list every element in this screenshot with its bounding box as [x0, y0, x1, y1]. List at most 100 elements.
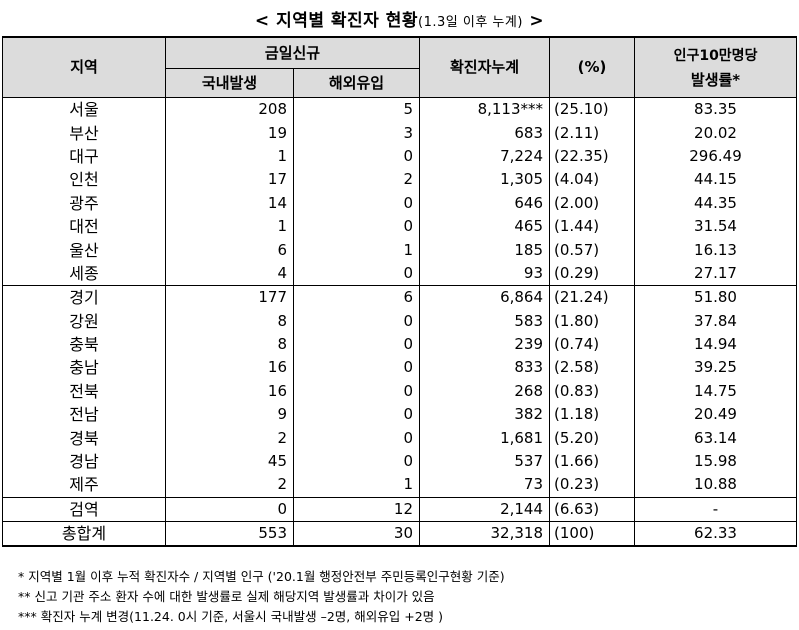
header-region: 지역 [2, 36, 166, 98]
table-row: 전남 9 0 382 (1.18) 20.49 [2, 403, 798, 427]
table-row: 경기 177 6 6,864 (21.24) 51.80 [2, 285, 798, 310]
percent-cell: (0.74) [549, 332, 636, 357]
cumulative-cell: 583 [419, 309, 551, 333]
percent-cell: (2.00) [549, 191, 636, 215]
page-title: < 지역별 확진자 현황(1.3일 이후 누계) > [0, 6, 799, 31]
cumulative-cell: 1,681 [419, 426, 551, 450]
table-row: 광주 14 0 646 (2.00) 44.35 [2, 191, 798, 215]
rate-cell: 15.98 [634, 449, 798, 474]
cumulative-cell: 268 [419, 379, 551, 404]
table-row: 부산 19 3 683 (2.11) 20.02 [2, 121, 798, 145]
table-row: 충북 8 0 239 (0.74) 14.94 [2, 332, 798, 357]
cumulative-cell: 683 [419, 121, 551, 145]
domestic-cell: 14 [165, 191, 294, 215]
footnote-1: * 지역별 1월 이후 누적 확진자수 / 지역별 인구 ('20.1월 행정안… [18, 569, 505, 584]
overseas-cell: 0 [292, 144, 421, 169]
rate-cell: 63.14 [634, 426, 798, 450]
overseas-cell: 2 [292, 168, 421, 192]
percent-cell: (1.66) [549, 449, 636, 474]
region-cell: 울산 [2, 238, 166, 262]
table-row: 경북 2 0 1,681 (5.20) 63.14 [2, 426, 798, 450]
header-rate: 인구10만명당 발생률* [634, 36, 798, 98]
domestic-cell: 6 [165, 238, 294, 262]
percent-cell: (5.20) [549, 426, 636, 450]
domestic-cell: 0 [165, 496, 294, 522]
title-sub: (1.3일 이후 누계) [418, 15, 523, 30]
region-cell: 전남 [2, 403, 166, 427]
rate-cell: 31.54 [634, 214, 798, 239]
region-cell: 서울 [2, 97, 166, 122]
overseas-cell: 0 [292, 379, 421, 404]
cumulative-cell: 8,113*** [419, 97, 551, 122]
table-row: 세종 4 0 93 (0.29) 27.17 [2, 261, 798, 286]
rate-cell: 83.35 [634, 97, 798, 122]
header-domestic: 국내발생 [165, 68, 294, 98]
table-row: 총합계 553 30 32,318 (100) 62.33 [2, 521, 798, 548]
overseas-cell: 0 [292, 449, 421, 474]
rate-cell: 14.75 [634, 379, 798, 404]
percent-cell: (100) [549, 521, 636, 548]
table-row: 대전 1 0 465 (1.44) 31.54 [2, 214, 798, 239]
overseas-cell: 0 [292, 214, 421, 239]
overseas-cell: 0 [292, 261, 421, 286]
overseas-cell: 1 [292, 473, 421, 498]
table-row: 제주 2 1 73 (0.23) 10.88 [2, 473, 798, 498]
region-cell: 인천 [2, 168, 166, 192]
region-cell: 전북 [2, 379, 166, 404]
percent-cell: (1.80) [549, 309, 636, 333]
region-cell: 충북 [2, 332, 166, 357]
cumulative-cell: 833 [419, 356, 551, 380]
rate-cell: 39.25 [634, 356, 798, 380]
footnotes: * 지역별 1월 이후 누적 확진자수 / 지역별 인구 ('20.1월 행정안… [18, 567, 505, 627]
domestic-cell: 19 [165, 121, 294, 145]
cumulative-cell: 2,144 [419, 496, 551, 522]
region-cell: 충남 [2, 356, 166, 380]
domestic-cell: 1 [165, 214, 294, 239]
overseas-cell: 12 [292, 496, 421, 522]
table-row: 경남 45 0 537 (1.66) 15.98 [2, 449, 798, 474]
table-body: 서울 208 5 8,113*** (25.10) 83.35 부산 19 3 683 (2.11)… [2, 97, 798, 548]
title-main: < 지역별 확진자 현황 [254, 11, 419, 31]
overseas-cell: 6 [292, 285, 421, 310]
cumulative-cell: 382 [419, 403, 551, 427]
domestic-cell: 208 [165, 97, 294, 122]
percent-cell: (2.11) [549, 121, 636, 145]
domestic-cell: 9 [165, 403, 294, 427]
percent-cell: (6.63) [549, 496, 636, 522]
rate-cell: 16.13 [634, 238, 798, 262]
rate-cell: 20.02 [634, 121, 798, 145]
rate-cell: 20.49 [634, 403, 798, 427]
domestic-cell: 16 [165, 379, 294, 404]
percent-cell: (0.29) [549, 261, 636, 286]
domestic-cell: 2 [165, 426, 294, 450]
title-end: > [522, 11, 545, 31]
rate-cell: 62.33 [634, 521, 798, 548]
rate-cell: 37.84 [634, 309, 798, 333]
percent-cell: (21.24) [549, 285, 636, 310]
rate-cell: - [634, 496, 798, 522]
percent-cell: (1.44) [549, 214, 636, 239]
rate-cell: 44.15 [634, 168, 798, 192]
region-cell: 강원 [2, 309, 166, 333]
table-row: 충남 16 0 833 (2.58) 39.25 [2, 356, 798, 380]
overseas-cell: 30 [292, 521, 421, 548]
region-cell: 총합계 [2, 521, 166, 548]
cumulative-cell: 93 [419, 261, 551, 286]
table-row: 인천 17 2 1,305 (4.04) 44.15 [2, 168, 798, 192]
region-cell: 검역 [2, 496, 166, 522]
header-daily-new: 금일신규 [164, 36, 421, 69]
cumulative-cell: 7,224 [419, 144, 551, 169]
percent-cell: (0.57) [549, 238, 636, 262]
cumulative-cell: 646 [419, 191, 551, 215]
header-rate-line1: 인구10만명당 [673, 47, 758, 64]
overseas-cell: 0 [292, 403, 421, 427]
rate-cell: 14.94 [634, 332, 798, 357]
table-row: 전북 16 0 268 (0.83) 14.75 [2, 379, 798, 404]
percent-cell: (1.18) [549, 403, 636, 427]
table-row: 대구 1 0 7,224 (22.35) 296.49 [2, 144, 798, 169]
footnote-2: ** 신고 기관 주소 환자 수에 대한 발생률로 실제 해당지역 발생률과 차… [18, 589, 435, 604]
cumulative-cell: 185 [419, 238, 551, 262]
overseas-cell: 0 [292, 356, 421, 380]
rate-cell: 10.88 [634, 473, 798, 498]
cumulative-cell: 537 [419, 449, 551, 474]
